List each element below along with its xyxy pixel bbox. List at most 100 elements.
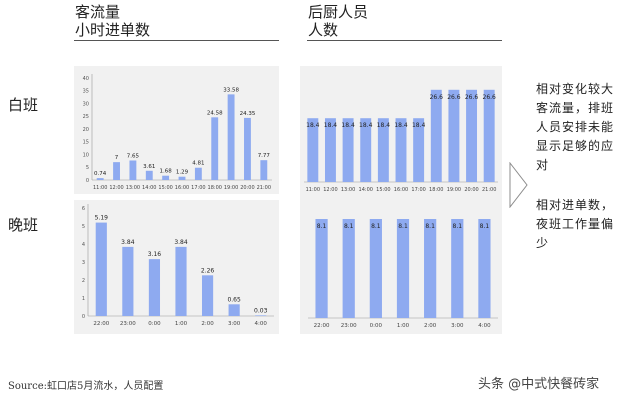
- x-tick-label: 2:00: [424, 323, 437, 329]
- bar: [413, 118, 425, 182]
- bar: [178, 176, 186, 180]
- data-label: 0.74: [94, 171, 107, 177]
- bar: [228, 304, 240, 316]
- arrow-right-icon: [509, 162, 528, 208]
- y-tick-label: 0: [82, 314, 85, 320]
- day-note-line: 对: [536, 158, 550, 172]
- data-label: 18.4: [394, 122, 408, 129]
- x-tick-label: 17:00: [411, 187, 425, 193]
- right-subtitle: 人数: [308, 21, 339, 39]
- y-tick-label: 10: [83, 152, 89, 158]
- data-label: 18.4: [306, 122, 320, 129]
- day-note-line: 客流量，排班: [536, 101, 615, 115]
- data-label: 8.1: [398, 223, 408, 230]
- y-tick-label: 5: [86, 165, 89, 171]
- x-tick-label: 23:00: [120, 321, 136, 327]
- y-tick-label: 15: [83, 140, 89, 146]
- y-tick-label: 2: [82, 278, 85, 284]
- left-header-rule: [74, 40, 279, 41]
- bar: [448, 89, 460, 182]
- data-label: 33.58: [223, 87, 239, 93]
- x-tick-label: 19:00: [224, 185, 238, 191]
- x-tick-label: 20:00: [464, 187, 478, 193]
- bar: [451, 219, 464, 318]
- data-label: 26.6: [465, 94, 479, 101]
- day-orders-panel: 0 5 10 15 20 25 30 35 40 0.74 11:00 7 12:00 7.65 13:00…: [74, 66, 279, 194]
- data-label: 24.35: [240, 111, 256, 117]
- data-label: 3.61: [143, 164, 155, 170]
- source-note: Source:虹口店5月流水，人员配置: [8, 381, 164, 392]
- bar: [430, 89, 442, 182]
- bar: [342, 219, 355, 318]
- day-note-line: 人员安排未能: [536, 120, 615, 134]
- day-orders-chart: 0 5 10 15 20 25 30 35 40 0.74 11:00 7 12:00 7.65 13:00…: [83, 74, 272, 191]
- x-tick-label: 2:00: [201, 321, 214, 327]
- day-staff-panel: 18.4 11:00 18.4 12:00 18.4 13:00 18.4 14:00 18.4…: [300, 66, 502, 202]
- data-label: 7: [115, 155, 119, 161]
- right-title: 后厨人员: [308, 3, 369, 21]
- data-label: 18.4: [377, 122, 391, 129]
- data-label: 1.68: [160, 169, 173, 175]
- x-tick-label: 11:00: [306, 187, 320, 193]
- bar: [255, 315, 267, 316]
- y-tick-label: 40: [83, 76, 89, 82]
- data-label: 2.26: [201, 267, 215, 274]
- bar: [148, 259, 161, 316]
- night-note-line: 相对进单数，: [536, 198, 615, 212]
- x-tick-label: 12:00: [109, 185, 123, 191]
- bar: [194, 167, 202, 180]
- data-label: 18.4: [412, 122, 426, 129]
- data-label: 4.81: [192, 161, 204, 167]
- y-tick-label: 1: [82, 296, 85, 302]
- left-title: 客流量: [75, 3, 121, 21]
- data-label: 7.65: [127, 153, 140, 159]
- y-tick-label: 5: [82, 224, 85, 230]
- night-staff-panel: 8.1 22:00 8.1 23:00 8.1 0:00 8.1 1:00 8.1 2:00 8.1…: [300, 200, 502, 334]
- data-label: 3.16: [148, 251, 162, 258]
- data-label: 8.1: [453, 223, 463, 230]
- bar: [307, 118, 319, 182]
- night-orders-chart: 0 1 2 3 4 5 6 5.19 22:00 3.84 23:00 3.16 0:00 3.84 1:0…: [82, 204, 274, 327]
- data-label: 18.4: [324, 122, 338, 129]
- x-tick-label: 20:00: [240, 185, 254, 191]
- data-label: 3.84: [121, 239, 135, 246]
- night-orders-panel: 0 1 2 3 4 5 6 5.19 22:00 3.84 23:00 3.16 0:00 3.84 1:0…: [74, 200, 279, 334]
- day-shift-label: 白班: [8, 96, 39, 114]
- night-note-line: 少: [536, 236, 550, 250]
- bar: [145, 170, 153, 180]
- x-tick-label: 15:00: [158, 185, 172, 191]
- x-tick-label: 4:00: [478, 323, 491, 329]
- data-label: 8.1: [344, 223, 354, 230]
- data-label: 8.1: [317, 223, 327, 230]
- night-note-line: 夜班工作量偏: [536, 217, 615, 231]
- bar: [369, 219, 382, 318]
- x-tick-label: 22:00: [93, 321, 109, 327]
- x-tick-label: 16:00: [175, 185, 189, 191]
- y-tick-label: 6: [82, 206, 85, 212]
- data-label: 7.77: [258, 153, 271, 159]
- x-tick-label: 1:00: [397, 323, 410, 329]
- data-label: 8.1: [480, 223, 490, 230]
- x-tick-label: 14:00: [359, 187, 373, 193]
- bar: [478, 219, 491, 318]
- night-staff-chart: 8.1 22:00 8.1 23:00 8.1 0:00 8.1 1:00 8.1 2:00 8.1…: [308, 219, 498, 329]
- x-tick-label: 0:00: [370, 323, 383, 329]
- left-subtitle: 小时进单数: [75, 21, 151, 39]
- x-tick-label: 22:00: [314, 323, 330, 329]
- night-note: 相对进单数， 夜班工作量偏 少: [536, 196, 636, 253]
- x-tick-label: 11:00: [93, 185, 107, 191]
- bar: [260, 160, 268, 180]
- x-tick-label: 13:00: [126, 185, 140, 191]
- data-label: 3.84: [174, 239, 188, 246]
- data-label: 0.65: [227, 296, 241, 303]
- bar: [342, 118, 354, 182]
- bar: [483, 89, 495, 182]
- x-tick-label: 21:00: [257, 185, 271, 191]
- data-label: 18.4: [359, 122, 373, 129]
- x-tick-label: 17:00: [191, 185, 205, 191]
- bar: [424, 219, 437, 318]
- day-note-line: 相对变化较大: [536, 82, 615, 96]
- right-header-rule: [307, 40, 502, 41]
- x-tick-label: 19:00: [447, 187, 461, 193]
- x-tick-label: 3:00: [451, 323, 464, 329]
